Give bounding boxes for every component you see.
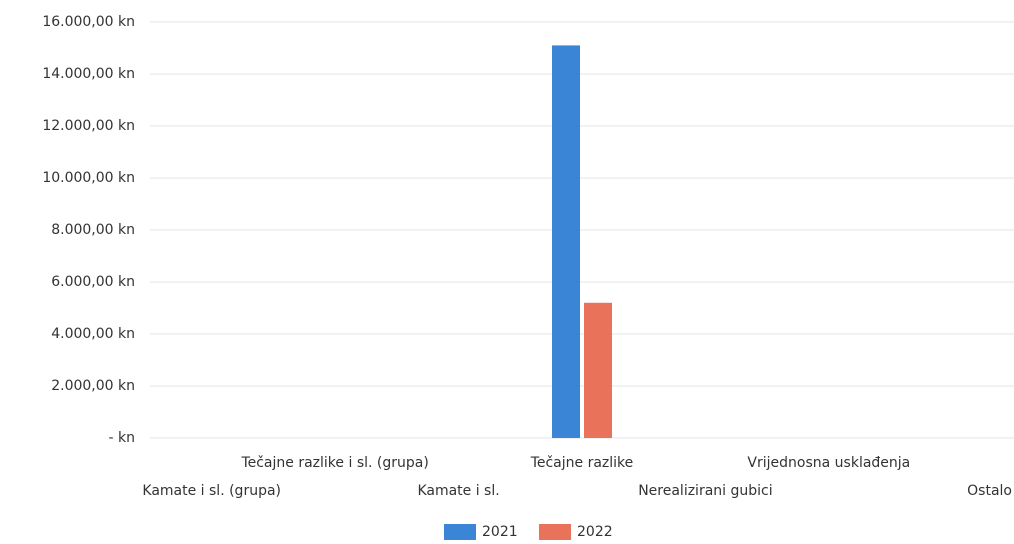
x-tick-label: Tečajne razlike i sl. (grupa) [240,455,428,471]
y-tick-label: 2.000,00 kn [51,378,135,394]
x-tick-label: Vrijednosna usklađenja [747,455,910,471]
y-tick-label: 6.000,00 kn [51,274,135,290]
legend-swatch [444,524,476,540]
x-tick-label: Nerealizirani gubici [638,483,772,499]
y-tick-label: 4.000,00 kn [51,326,135,342]
legend-label: 2021 [482,524,518,540]
bar [552,45,580,439]
bar [584,302,612,438]
legend-swatch [539,524,571,540]
y-tick-label: 8.000,00 kn [51,222,135,238]
x-tick-label: Kamate i sl. (grupa) [142,483,281,499]
y-tick-label: - kn [109,430,135,446]
x-tick-label: Kamate i sl. [417,483,499,499]
y-tick-label: 10.000,00 kn [42,170,135,186]
legend-label: 2022 [577,524,613,540]
y-tick-label: 14.000,00 kn [42,66,135,82]
y-tick-label: 16.000,00 kn [42,14,135,30]
x-tick-label: Ostalo [967,483,1012,499]
x-tick-label: Tečajne razlike [530,455,634,471]
y-tick-label: 12.000,00 kn [42,118,135,134]
